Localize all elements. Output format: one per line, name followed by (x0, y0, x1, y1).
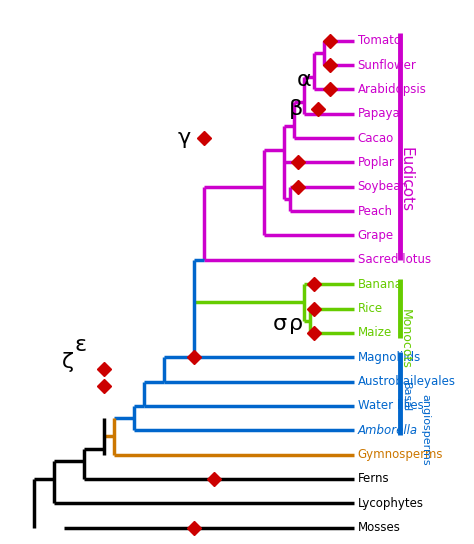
Text: ζ: ζ (62, 352, 74, 372)
Text: β: β (289, 99, 303, 119)
Text: Cacao: Cacao (358, 132, 394, 145)
Text: Poplar: Poplar (358, 156, 395, 169)
Text: Basal: Basal (401, 381, 410, 412)
Text: angiosperms: angiosperms (420, 394, 431, 465)
Text: α: α (296, 70, 311, 90)
Text: Austrobaileyales: Austrobaileyales (358, 375, 456, 388)
Text: Tomato: Tomato (358, 34, 401, 47)
Text: Arabidopsis: Arabidopsis (358, 83, 427, 96)
Text: Sacred lotus: Sacred lotus (358, 254, 431, 267)
Text: ε: ε (74, 335, 86, 355)
Text: Water lilies: Water lilies (358, 399, 423, 412)
Text: Rice: Rice (358, 302, 383, 315)
Text: Banana: Banana (358, 277, 402, 290)
Text: Soybean: Soybean (358, 180, 409, 193)
Text: Maize: Maize (358, 326, 392, 339)
Text: Eudicots: Eudicots (398, 146, 413, 212)
Text: Monocots: Monocots (399, 308, 412, 368)
Text: σ: σ (273, 314, 287, 335)
Text: Lycophytes: Lycophytes (358, 497, 424, 510)
Text: ρ: ρ (289, 314, 303, 335)
Text: Magnoliids: Magnoliids (358, 351, 421, 364)
Text: Ferns: Ferns (358, 472, 389, 485)
Text: Grape: Grape (358, 229, 394, 242)
Text: γ: γ (177, 128, 191, 148)
Text: Amborella: Amborella (358, 424, 418, 437)
Text: Gymnosperms: Gymnosperms (358, 448, 443, 461)
Text: Sunflower: Sunflower (358, 59, 417, 72)
Text: Peach: Peach (358, 205, 393, 218)
Text: Papaya: Papaya (358, 107, 401, 120)
Text: Mosses: Mosses (358, 521, 401, 534)
